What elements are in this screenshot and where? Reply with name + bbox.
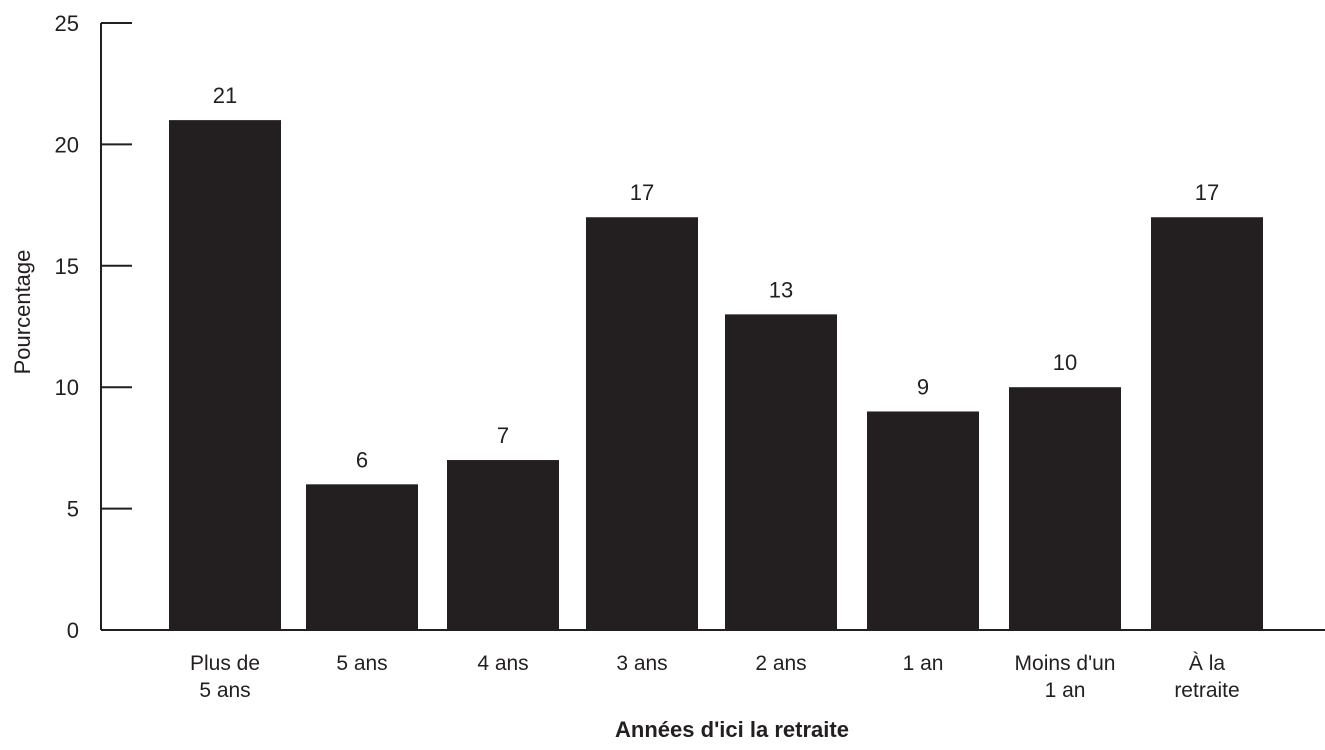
y-tick-label: 10 (55, 375, 79, 400)
data-label: 6 (356, 447, 368, 472)
data-labels: 21 6 7 17 13 9 10 17 (213, 83, 1219, 472)
x-axis-category-labels: Plus de 5 ans 5 ans 4 ans 3 ans 2 ans 1 an Moin… (190, 652, 1240, 702)
data-label: 17 (630, 180, 654, 205)
data-label: 9 (917, 374, 929, 399)
bar (169, 120, 281, 631)
x-tick-label: À la retraite (1174, 652, 1239, 702)
y-axis-ticks: 0 5 10 15 20 25 (55, 11, 132, 643)
x-tick-label: 3 ans (616, 652, 667, 675)
bar (867, 411, 979, 630)
x-axis-title: Années d'ici la retraite (615, 717, 849, 742)
data-label: 10 (1053, 350, 1077, 375)
data-label: 13 (769, 277, 793, 302)
bar (306, 484, 418, 630)
x-tick-label: 4 ans (477, 652, 528, 675)
y-axis-title: Pourcentage (10, 250, 35, 375)
data-label: 17 (1195, 180, 1219, 205)
x-tick-label: 5 ans (336, 652, 387, 675)
bar (725, 314, 837, 630)
bars (169, 120, 1263, 631)
bar (1151, 217, 1263, 631)
y-tick-label: 20 (55, 132, 79, 157)
bar (447, 460, 559, 630)
x-tick-label: Moins d'un 1 an (1015, 652, 1116, 702)
y-tick-label: 5 (67, 497, 79, 522)
x-tick-label: Plus de 5 ans (190, 652, 260, 702)
x-tick-label: 2 ans (755, 652, 806, 675)
y-tick-label: 0 (67, 618, 79, 643)
data-label: 7 (497, 423, 509, 448)
data-label: 21 (213, 83, 237, 108)
y-tick-label: 15 (55, 254, 79, 279)
bar (586, 217, 698, 631)
x-tick-label: 1 an (903, 652, 944, 675)
y-tick-label: 25 (55, 11, 79, 36)
bar (1009, 387, 1121, 630)
